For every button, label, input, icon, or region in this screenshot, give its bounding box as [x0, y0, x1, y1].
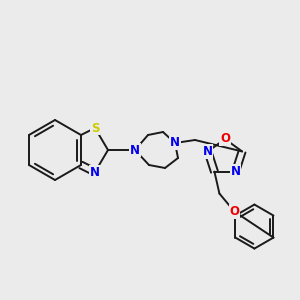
Text: N: N	[170, 136, 180, 149]
Text: N: N	[90, 166, 100, 178]
Text: N: N	[231, 165, 241, 178]
Text: S: S	[91, 122, 99, 134]
Text: O: O	[230, 205, 239, 218]
Text: O: O	[220, 133, 230, 146]
Text: N: N	[130, 143, 140, 157]
Text: N: N	[203, 145, 213, 158]
